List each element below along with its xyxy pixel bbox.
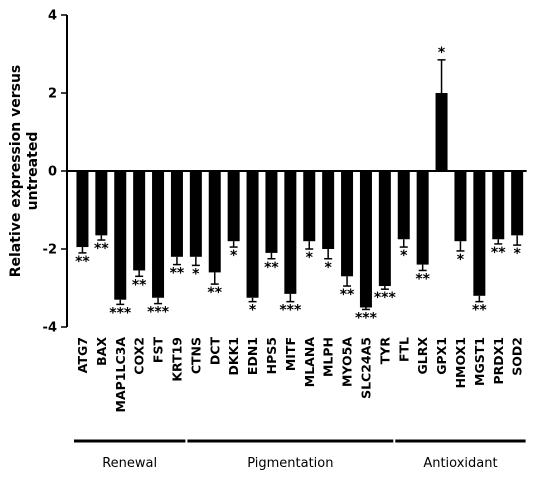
x-tick-label: GPX1 [434,337,449,375]
x-tick-label: MAP1LC3A [113,337,128,413]
y-tick-label: -4 [43,321,57,336]
significance-label: * [230,248,238,264]
x-tick-label: MGST1 [472,337,487,386]
bar-glrx [416,171,429,265]
plot-area: 420-2-4**ATG7**BAX***MAP1LC3A**COX2***FS… [43,9,527,471]
significance-label: ** [75,254,90,270]
significance-label: ** [415,271,430,287]
y-tick-label: -2 [43,243,57,258]
significance-label: *** [355,310,378,326]
y-tick-label: 0 [48,165,57,180]
x-tick-label: FTL [396,337,411,362]
x-tick-label: TYR [377,337,392,365]
bar-map1lc3a [114,171,127,300]
significance-label: * [513,246,521,262]
significance-label: * [324,260,332,276]
x-tick-label: CTNS [188,337,203,374]
significance-label: * [306,250,314,266]
significance-label: ** [207,285,222,301]
x-tick-label: DCT [207,337,222,366]
bar-mitf [284,171,297,294]
bar-hmox1 [454,171,467,242]
x-tick-label: MLPH [321,337,336,377]
x-tick-label: HPS5 [264,337,279,374]
bar-fst [152,171,165,298]
significance-label: *** [279,303,302,319]
significance-label: * [400,248,408,264]
significance-label: ** [491,245,506,261]
bar-cox2 [133,171,146,271]
x-tick-label: FST [151,337,166,364]
bar-mlph [322,171,335,249]
x-tick-label: SLC24A5 [358,337,373,399]
group-label-antioxidant: Antioxidant [423,456,497,471]
bar-hps5 [265,171,278,253]
significance-label: * [438,45,446,61]
bar-dct [208,171,221,273]
x-tick-label: GLRX [415,337,430,375]
significance-label: ** [132,277,147,293]
bar-sod2 [511,171,524,236]
x-tick-label: MLANA [302,337,317,388]
x-tick-label: BAX [94,337,109,366]
bar-edn1 [246,171,259,298]
significance-label: * [192,266,200,282]
x-tick-label: KRT19 [169,337,184,382]
significance-label: *** [374,290,397,306]
bar-ctns [189,171,202,257]
x-tick-label: HMOX1 [453,337,468,388]
y-axis-title: Relative expression versus untreated [8,65,41,278]
bar-mgst1 [473,171,486,296]
x-tick-label: MITF [283,337,298,371]
significance-label: ** [264,260,279,276]
y-tick-label: 2 [48,87,57,102]
significance-label: ** [472,303,487,319]
x-tick-label: PRDX1 [491,337,506,385]
significance-label: * [249,303,257,319]
bar-mlana [303,171,316,242]
significance-label: * [457,252,465,268]
bar-myo5a [341,171,354,277]
x-tick-label: DKK1 [226,337,241,375]
y-tick-label: 4 [48,9,57,24]
significance-label: ** [170,266,185,282]
y-axis-title-line-1: Relative expression versus [8,65,24,278]
x-tick-label: MYO5A [340,337,355,387]
y-axis-title-line-2: untreated [25,132,41,211]
bar-ftl [397,171,410,240]
bar-tyr [378,171,391,287]
bar-slc24a5 [359,171,372,308]
group-label-renewal: Renewal [102,456,157,471]
significance-label: ** [340,287,355,303]
bar-prdx1 [492,171,505,240]
significance-label: *** [147,305,170,321]
x-tick-label: COX2 [132,337,147,375]
x-tick-label: EDN1 [245,337,260,375]
bar-gpx1 [435,93,448,171]
x-tick-label: SOD2 [510,337,525,376]
bar-krt19 [170,171,183,257]
bar-dkk1 [227,171,240,242]
bar-bax [95,171,108,236]
bar-atg7 [76,171,89,248]
x-tick-label: ATG7 [75,337,90,373]
significance-label: ** [94,241,109,257]
group-label-pigmentation: Pigmentation [247,456,333,471]
significance-label: *** [109,305,132,321]
